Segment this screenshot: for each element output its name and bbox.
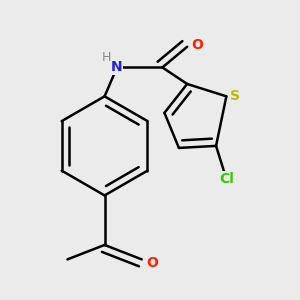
Text: Cl: Cl [219,172,234,186]
Text: S: S [230,89,241,103]
Text: O: O [191,38,203,52]
Text: N: N [111,60,123,74]
Text: O: O [146,256,158,270]
Text: H: H [102,51,111,64]
